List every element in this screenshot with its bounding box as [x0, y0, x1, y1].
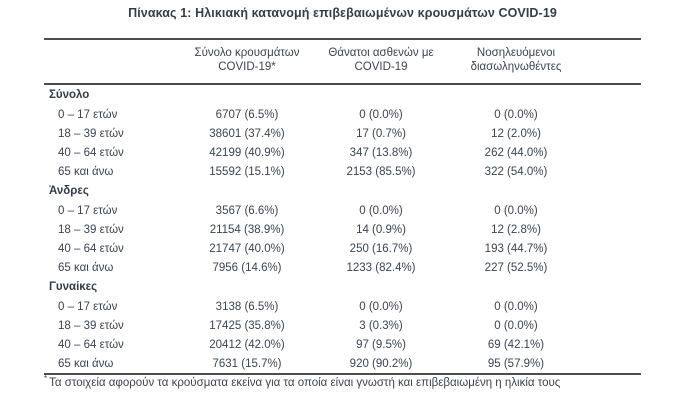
cases-value: 3138 (6.5%): [215, 300, 279, 313]
age-group-label: 65 και άνω: [58, 261, 114, 274]
intubated-value: 0 (0.0%): [494, 108, 538, 121]
section-title: Άνδρες: [49, 185, 89, 197]
covid-age-table: Σύνολο κρουσμάτων COVID-19* Θάνατοι ασθε…: [44, 38, 641, 375]
age-group-label: 18 – 39 ετών: [58, 223, 124, 236]
intubated-value: 12 (2.8%): [491, 223, 541, 236]
age-group-label: 18 – 39 ετών: [58, 127, 124, 140]
deaths-value: 0 (0.0%): [359, 108, 403, 121]
deaths-value: 920 (90.2%): [349, 357, 413, 370]
age-group-label: 65 και άνω: [58, 165, 114, 178]
age-group-label: 18 – 39 ετών: [58, 319, 124, 332]
deaths-value: 2153 (85.5%): [346, 165, 416, 178]
empty-header-cell: [44, 40, 180, 85]
table-row: 65 και άνω 15592 (15.1%) 2153 (85.5%) 32…: [44, 162, 641, 181]
deaths-value: 0 (0.0%): [359, 204, 403, 217]
deaths-value: 17 (0.7%): [356, 127, 406, 140]
cases-value: 17425 (35.8%): [209, 319, 285, 332]
table-row: 40 – 64 ετών 21747 (40.0%) 250 (16.7%) 1…: [44, 239, 641, 258]
deaths-value: 0 (0.0%): [359, 300, 403, 313]
section-header-women: Γυναίκες: [44, 277, 641, 297]
intubated-value: 322 (54.0%): [484, 165, 548, 178]
col-header-total-cases: Σύνολο κρουσμάτων COVID-19*: [180, 40, 314, 85]
table-row: 40 – 64 ετών 42199 (40.9%) 347 (13.8%) 2…: [44, 143, 641, 162]
intubated-value: 95 (57.9%): [487, 357, 545, 370]
deaths-value: 97 (9.5%): [356, 338, 406, 351]
age-group-label: 0 – 17 ετών: [58, 108, 118, 121]
col-header-intubated: Νοσηλευόμενοι διασωληνωθέντες: [448, 40, 584, 85]
intubated-value: 0 (0.0%): [494, 319, 538, 332]
footnote-text: Τα στοιχεία αφορούν τα κρούσματα εκείνα …: [49, 376, 561, 389]
table-row: 18 – 39 ετών 17425 (35.8%) 3 (0.3%) 0 (0…: [44, 316, 641, 335]
col-header-deaths: Θάνατοι ασθενών με COVID-19: [314, 40, 448, 85]
spacer-cell: [584, 258, 641, 277]
age-group-label: 40 – 64 ετών: [58, 338, 124, 351]
intubated-value: 69 (42.1%): [487, 338, 545, 351]
intubated-value: 227 (52.5%): [484, 261, 548, 274]
spacer-cell: [584, 105, 641, 124]
section-header-total: Σύνολο: [44, 84, 641, 105]
age-group-label: 40 – 64 ετών: [58, 242, 124, 255]
col-header-line: Νοσηλευόμενοι: [476, 47, 556, 59]
intubated-value: 193 (44.7%): [484, 242, 548, 255]
cases-value: 42199 (40.9%): [209, 146, 285, 159]
section-header-men: Άνδρες: [44, 181, 641, 201]
cases-value: 7956 (14.6%): [212, 261, 282, 274]
table-header-row: Σύνολο κρουσμάτων COVID-19* Θάνατοι ασθε…: [44, 40, 641, 85]
footnote-asterisk: *: [44, 374, 48, 383]
intubated-value: 0 (0.0%): [494, 204, 538, 217]
spacer-cell: [584, 316, 641, 335]
col-header-line: διασωληνωθέντες: [470, 61, 562, 73]
cases-value: 20412 (42.0%): [209, 338, 285, 351]
spacer-cell: [584, 239, 641, 258]
spacer-cell: [584, 124, 641, 143]
table-row: 18 – 39 ετών 21154 (38.9%) 14 (0.9%) 12 …: [44, 220, 641, 239]
intubated-value: 0 (0.0%): [494, 300, 538, 313]
age-group-label: 65 και άνω: [58, 357, 114, 370]
spacer-cell: [584, 297, 641, 316]
table-row: 0 – 17 ετών 6707 (6.5%) 0 (0.0%) 0 (0.0%…: [44, 105, 641, 124]
age-group-label: 0 – 17 ετών: [58, 204, 118, 217]
table-footnote: * Τα στοιχεία αφορούν τα κρούσματα εκείνα…: [44, 374, 644, 389]
table-row: 40 – 64 ετών 20412 (42.0%) 97 (9.5%) 69 …: [44, 335, 641, 354]
section-title: Σύνολο: [49, 89, 90, 101]
table-row: 0 – 17 ετών 3138 (6.5%) 0 (0.0%) 0 (0.0%…: [44, 297, 641, 316]
age-group-label: 0 – 17 ετών: [58, 300, 118, 313]
cases-value: 21747 (40.0%): [209, 242, 285, 255]
spacer-cell: [584, 220, 641, 239]
table-row: 65 και άνω 7631 (15.7%) 920 (90.2%) 95 (…: [44, 354, 641, 373]
deaths-value: 3 (0.3%): [359, 319, 403, 332]
table-row: 18 – 39 ετών 38601 (37.4%) 17 (0.7%) 12 …: [44, 124, 641, 143]
cases-value: 6707 (6.5%): [215, 108, 279, 121]
table-title: Πίνακας 1: Ηλικιακή κατανομή επιβεβαιωμέ…: [128, 6, 557, 20]
col-header-line: Σύνολο κρουσμάτων: [194, 47, 300, 59]
deaths-value: 250 (16.7%): [349, 242, 413, 255]
spacer-cell: [584, 201, 641, 220]
spacer-cell: [584, 162, 641, 181]
table-row: 0 – 17 ετών 3567 (6.6%) 0 (0.0%) 0 (0.0%…: [44, 201, 641, 220]
col-header-line: Θάνατοι ασθενών με: [328, 47, 434, 59]
cases-value: 38601 (37.4%): [209, 127, 285, 140]
spacer-header-cell: [584, 40, 641, 85]
cases-value: 3567 (6.6%): [215, 204, 279, 217]
deaths-value: 1233 (82.4%): [346, 261, 416, 274]
cases-value: 7631 (15.7%): [212, 357, 282, 370]
intubated-value: 262 (44.0%): [484, 146, 548, 159]
col-header-line: COVID-19: [354, 61, 408, 73]
table-row: 65 και άνω 7956 (14.6%) 1233 (82.4%) 227…: [44, 258, 641, 277]
spacer-cell: [584, 335, 641, 354]
spacer-cell: [584, 143, 641, 162]
cases-value: 15592 (15.1%): [209, 165, 285, 178]
spacer-cell: [584, 354, 641, 373]
section-title: Γυναίκες: [49, 281, 98, 293]
age-group-label: 40 – 64 ετών: [58, 146, 124, 159]
cases-value: 21154 (38.9%): [209, 223, 285, 236]
intubated-value: 12 (2.0%): [491, 127, 541, 140]
col-header-line: COVID-19*: [218, 61, 276, 73]
deaths-value: 14 (0.9%): [356, 223, 406, 236]
deaths-value: 347 (13.8%): [349, 146, 413, 159]
